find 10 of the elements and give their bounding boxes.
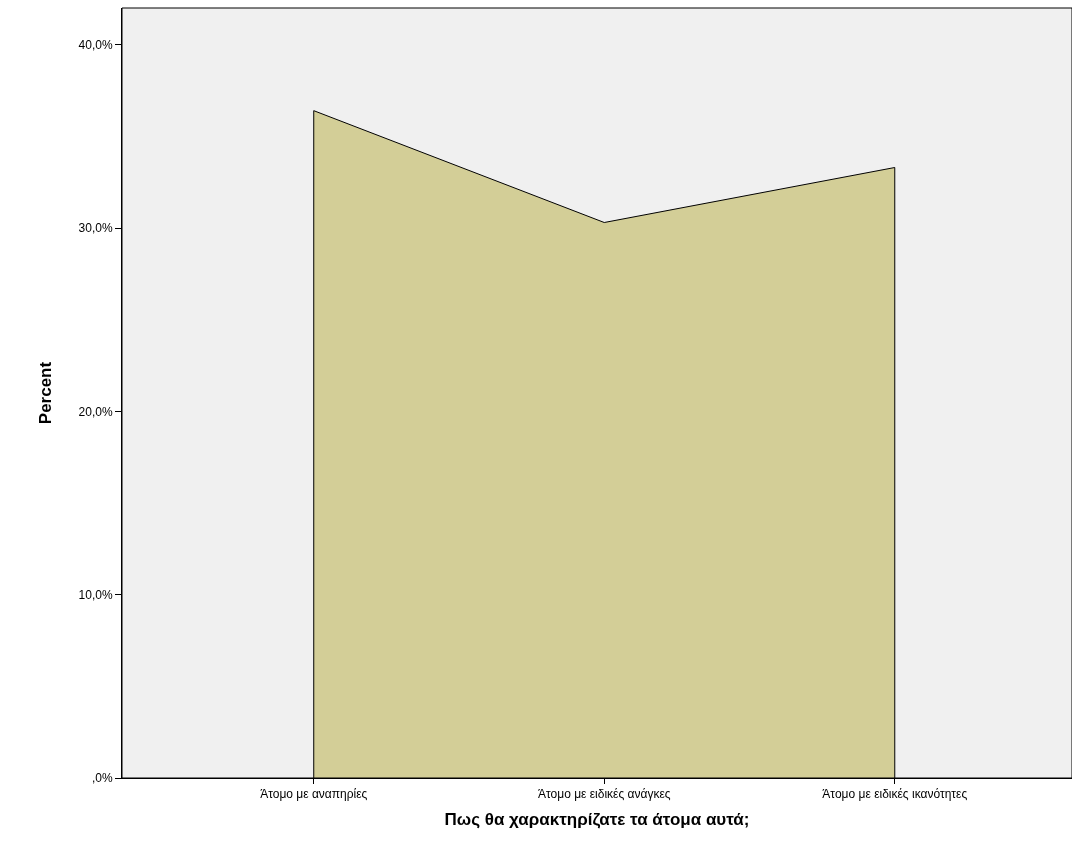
x-axis-title: Πως θα χαρακτηρίζατε τα άτομα αυτά; [444, 809, 750, 829]
x-tick-label: Άτομο με αναπηρίες [260, 787, 368, 802]
y-tick-label: 10,0% [78, 587, 113, 602]
y-tick-label: 20,0% [78, 404, 113, 419]
y-tick-label: 30,0% [78, 221, 113, 236]
x-tick-label: Άτομο με ειδικές ανάγκες [537, 787, 671, 802]
y-tick-label: ,0% [91, 771, 113, 786]
x-tick-label: Άτομο με ειδικές ικανότητες [822, 787, 968, 802]
y-tick-label: 40,0% [78, 37, 113, 52]
y-axis-title: Percent [36, 361, 56, 425]
